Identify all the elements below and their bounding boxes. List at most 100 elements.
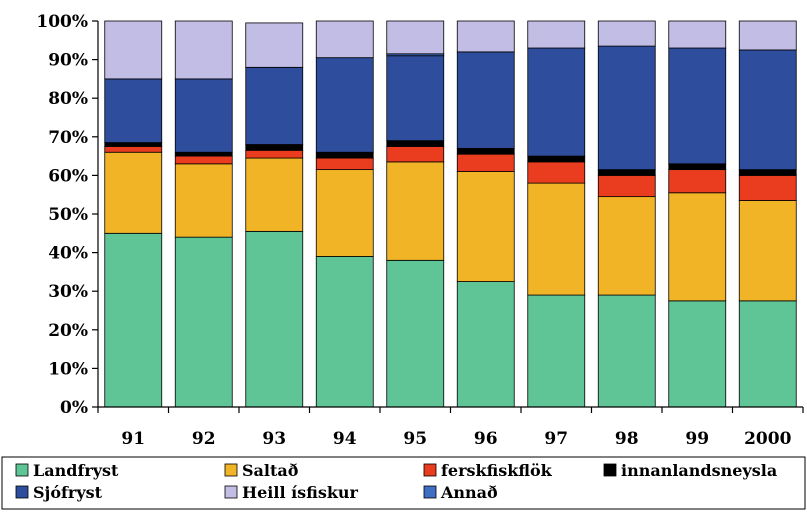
bar-segment-salta--92	[174, 163, 233, 238]
bar-segment-innanlandsneysla-2000	[738, 169, 797, 176]
bar-segment-ferskfiskfl-k-94	[315, 157, 374, 171]
y-tick-labels: 0% 10% 20% 30% 40% 50% 60% 70% 80% 90% 100%	[36, 12, 88, 418]
bar-segment-landfryst-98	[597, 294, 656, 408]
bar-segment-heill-sfiskur-98	[597, 20, 656, 47]
bar-segment-heill-sfiskur-93	[245, 22, 304, 68]
legend-frame	[1, 456, 806, 510]
bar-segment-heill-sfiskur-94	[315, 20, 374, 59]
bar-segment-heill-sfiskur-97	[527, 20, 586, 49]
legend-label: Heill ísfiskur	[242, 483, 359, 502]
bar-segment-landfryst-2000	[738, 300, 797, 408]
bar-segment-salta--95	[386, 161, 445, 261]
bar-segment-salta--99	[668, 192, 727, 302]
bar-segment-ferskfiskfl-k-2000	[738, 174, 797, 201]
bar-segment-innanlandsneysla-99	[668, 163, 727, 171]
x-tick-label: 92	[192, 429, 216, 449]
x-tick-label: 98	[615, 429, 639, 449]
bar-segment-sj-fryst-2000	[738, 49, 797, 171]
bar-segment-landfryst-92	[174, 236, 233, 408]
bars-layer	[104, 20, 797, 408]
bar-segment-innanlandsneysla-91	[104, 142, 163, 147]
legend-label: Sjófryst	[33, 483, 103, 502]
legend-label: Annað	[440, 483, 498, 502]
bar-segment-landfryst-97	[527, 294, 586, 408]
legend-label: ferskfiskflök	[441, 461, 553, 480]
bar-segment-sj-fryst-91	[104, 78, 163, 143]
red-square-icon	[423, 463, 437, 477]
legend: Landfryst Saltað ferskfiskflök innanlandsne…	[1, 456, 806, 510]
y-tick-label: 30%	[48, 282, 88, 302]
x-tick-label: 94	[333, 429, 357, 449]
bar-segment-sj-fryst-98	[597, 45, 656, 171]
bar-segment-sj-fryst-99	[668, 47, 727, 165]
legend-label: Landfryst	[33, 461, 119, 480]
bar-segment-ferskfiskfl-k-99	[668, 169, 727, 194]
bar-segment-landfryst-95	[386, 259, 445, 408]
y-tick-label: 80%	[48, 89, 88, 109]
bar-segment-innanlandsneysla-92	[174, 151, 233, 157]
bar-segment-innanlandsneysla-94	[315, 151, 374, 159]
green-square-icon	[15, 463, 29, 477]
axes-layer	[92, 20, 804, 413]
lavender-square-icon	[224, 485, 238, 499]
bar-segment-innanlandsneysla-98	[597, 169, 656, 176]
bar-segment-landfryst-91	[104, 232, 163, 408]
x-tick-label: 97	[544, 429, 568, 449]
bar-segment-salta--91	[104, 151, 163, 234]
yellow-square-icon	[224, 463, 238, 477]
x-tick-label: 95	[403, 429, 427, 449]
legend-label: Saltað	[242, 461, 299, 480]
bar-segment-heill-sfiskur-96	[456, 20, 515, 53]
bar-segment-heill-sfiskur-91	[104, 20, 163, 80]
x-tick-label: 99	[685, 429, 709, 449]
bar-segment-salta--98	[597, 196, 656, 296]
bar-segment-ferskfiskfl-k-96	[456, 153, 515, 172]
blue-square-icon	[423, 485, 437, 499]
bar-segment-salta--97	[527, 182, 586, 296]
y-tick-label: 70%	[48, 128, 88, 148]
bar-segment-innanlandsneysla-95	[386, 140, 445, 147]
x-tick-label: 96	[474, 429, 498, 449]
bar-segment-innanlandsneysla-96	[456, 147, 515, 155]
x-tick-label: 2000	[744, 429, 791, 449]
bar-segment-innanlandsneysla-97	[527, 155, 586, 163]
bar-segment-landfryst-93	[245, 230, 304, 408]
bar-segment-heill-sfiskur-99	[668, 20, 727, 49]
y-tick-label: 0%	[60, 398, 88, 418]
bar-segment-heill-sfiskur-95	[386, 20, 445, 55]
bar-segment-sj-fryst-97	[527, 47, 586, 157]
x-tick-label: 91	[121, 429, 145, 449]
y-tick-label: 100%	[36, 12, 88, 32]
bar-segment-ferskfiskfl-k-93	[245, 149, 304, 159]
bar-segment-salta--2000	[738, 200, 797, 302]
bar-segment-sj-fryst-95	[386, 55, 445, 142]
y-tick-label: 50%	[48, 205, 88, 225]
bar-segment-heill-sfiskur-2000	[738, 20, 797, 51]
bar-segment-ferskfiskfl-k-95	[386, 146, 445, 163]
bar-segment-salta--93	[245, 157, 304, 232]
y-tick-label: 10%	[48, 359, 88, 379]
bar-segment-sj-fryst-92	[174, 78, 233, 153]
y-tick-label: 20%	[48, 321, 88, 341]
bar-segment-innanlandsneysla-93	[245, 144, 304, 151]
y-tick-label: 60%	[48, 166, 88, 186]
bar-segment-sj-fryst-96	[456, 51, 515, 149]
bar-segment-landfryst-99	[668, 300, 727, 408]
bar-segment-landfryst-94	[315, 256, 374, 408]
bar-segment-ferskfiskfl-k-92	[174, 155, 233, 165]
y-tick-label: 90%	[48, 51, 88, 71]
y-tick-label: 40%	[48, 244, 88, 264]
bar-segment-heill-sfiskur-92	[174, 20, 233, 80]
x-tick-labels: 91 92 93 94 95 96 97 98 99 2000	[121, 429, 791, 449]
black-square-icon	[603, 463, 617, 477]
bar-segment-landfryst-96	[456, 281, 515, 408]
bar-segment-salta--94	[315, 169, 374, 257]
bar-segment-ferskfiskfl-k-91	[104, 146, 163, 153]
bar-segment-sj-fryst-94	[315, 57, 374, 153]
dark-blue-square-icon	[15, 485, 29, 499]
bar-segment-ferskfiskfl-k-97	[527, 161, 586, 184]
legend-label: innanlandsneysla	[621, 461, 777, 480]
bar-segment-sj-fryst-93	[245, 66, 304, 145]
